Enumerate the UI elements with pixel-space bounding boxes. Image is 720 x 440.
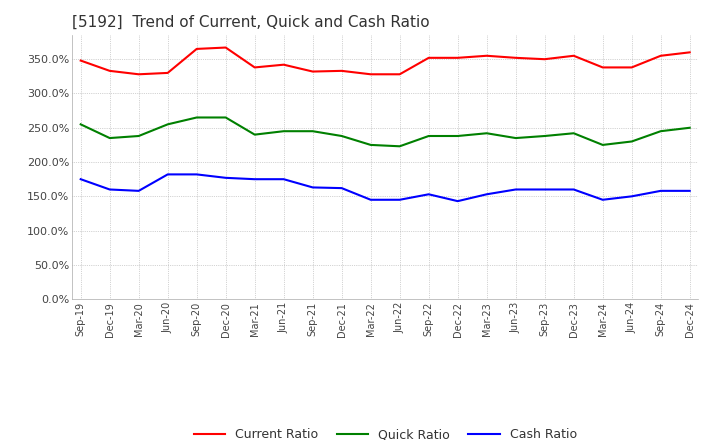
Current Ratio — [135, 72, 143, 77]
Quick Ratio — [105, 136, 114, 141]
Cash Ratio — [570, 187, 578, 192]
Quick Ratio — [541, 133, 549, 139]
Quick Ratio — [395, 143, 404, 149]
Current Ratio — [598, 65, 607, 70]
Quick Ratio — [76, 122, 85, 127]
Cash Ratio — [482, 192, 491, 197]
Current Ratio — [454, 55, 462, 60]
Cash Ratio — [251, 176, 259, 182]
Quick Ratio — [627, 139, 636, 144]
Quick Ratio — [570, 131, 578, 136]
Cash Ratio — [135, 188, 143, 194]
Current Ratio — [76, 58, 85, 63]
Quick Ratio — [454, 133, 462, 139]
Cash Ratio — [308, 185, 317, 190]
Cash Ratio — [598, 197, 607, 202]
Quick Ratio — [366, 142, 375, 147]
Quick Ratio — [163, 122, 172, 127]
Line: Current Ratio: Current Ratio — [81, 48, 690, 74]
Current Ratio — [424, 55, 433, 60]
Current Ratio — [338, 68, 346, 73]
Cash Ratio — [541, 187, 549, 192]
Cash Ratio — [76, 176, 85, 182]
Cash Ratio — [627, 194, 636, 199]
Cash Ratio — [279, 176, 288, 182]
Current Ratio — [657, 53, 665, 59]
Cash Ratio — [511, 187, 520, 192]
Cash Ratio — [366, 197, 375, 202]
Quick Ratio — [192, 115, 201, 120]
Quick Ratio — [308, 128, 317, 134]
Quick Ratio — [221, 115, 230, 120]
Current Ratio — [279, 62, 288, 67]
Cash Ratio — [395, 197, 404, 202]
Line: Cash Ratio: Cash Ratio — [81, 174, 690, 201]
Quick Ratio — [685, 125, 694, 130]
Text: [5192]  Trend of Current, Quick and Cash Ratio: [5192] Trend of Current, Quick and Cash … — [72, 15, 430, 30]
Line: Quick Ratio: Quick Ratio — [81, 117, 690, 146]
Current Ratio — [511, 55, 520, 60]
Legend: Current Ratio, Quick Ratio, Cash Ratio: Current Ratio, Quick Ratio, Cash Ratio — [189, 423, 582, 440]
Current Ratio — [308, 69, 317, 74]
Quick Ratio — [135, 133, 143, 139]
Cash Ratio — [221, 175, 230, 180]
Quick Ratio — [279, 128, 288, 134]
Quick Ratio — [251, 132, 259, 137]
Quick Ratio — [424, 133, 433, 139]
Current Ratio — [685, 50, 694, 55]
Current Ratio — [251, 65, 259, 70]
Current Ratio — [627, 65, 636, 70]
Current Ratio — [366, 72, 375, 77]
Cash Ratio — [454, 198, 462, 204]
Cash Ratio — [192, 172, 201, 177]
Cash Ratio — [163, 172, 172, 177]
Quick Ratio — [482, 131, 491, 136]
Current Ratio — [105, 68, 114, 73]
Current Ratio — [221, 45, 230, 50]
Cash Ratio — [657, 188, 665, 194]
Cash Ratio — [424, 192, 433, 197]
Current Ratio — [570, 53, 578, 59]
Cash Ratio — [105, 187, 114, 192]
Quick Ratio — [657, 128, 665, 134]
Current Ratio — [192, 46, 201, 51]
Current Ratio — [482, 53, 491, 59]
Current Ratio — [395, 72, 404, 77]
Quick Ratio — [338, 133, 346, 139]
Cash Ratio — [685, 188, 694, 194]
Quick Ratio — [511, 136, 520, 141]
Quick Ratio — [598, 142, 607, 147]
Cash Ratio — [338, 186, 346, 191]
Current Ratio — [163, 70, 172, 76]
Current Ratio — [541, 57, 549, 62]
